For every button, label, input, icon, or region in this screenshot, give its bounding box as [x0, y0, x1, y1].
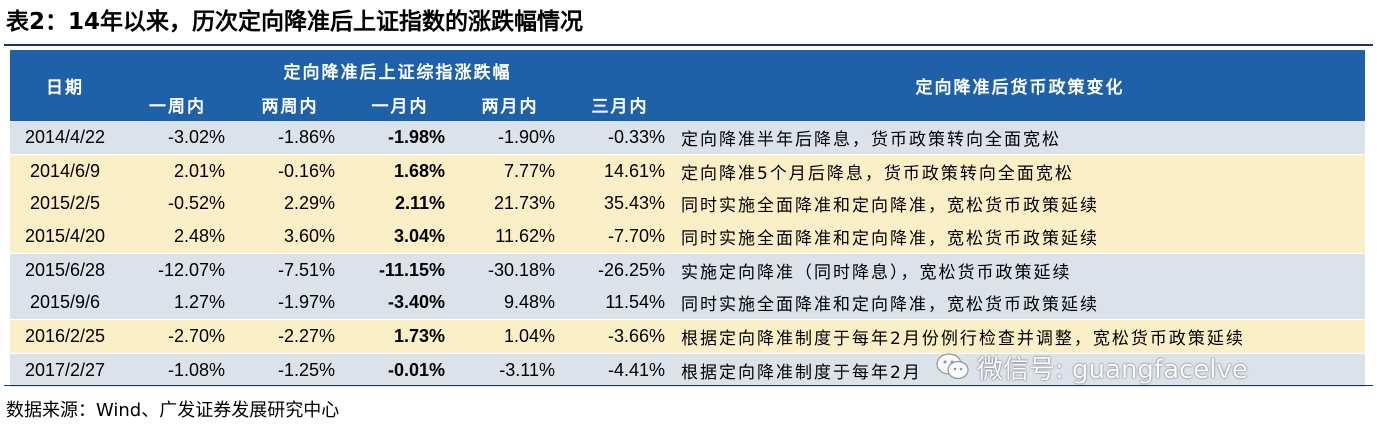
cell-1m: -11.15% [345, 252, 455, 287]
table-row: 2015/6/28 -12.07% -7.51% -11.15% -30.18%… [10, 252, 1366, 287]
cell-2w: 2.29% [235, 187, 345, 221]
table-row: 2016/2/25 -2.70% -2.27% 1.73% 1.04% -3.6… [10, 319, 1366, 354]
cell-3m: 14.61% [565, 153, 676, 188]
cell-3m: -7.70% [565, 220, 676, 254]
cell-policy: 定向降准5个月后降息，货币政策转向全面宽松 [675, 153, 1366, 188]
cell-2m: -3.11% [455, 352, 565, 387]
cell-2w: 3.60% [235, 220, 345, 254]
header-date: 日期 [10, 50, 120, 121]
wechat-icon [935, 352, 971, 382]
cell-policy: 同时实施全面降准和定向降准，宽松货币政策延续 [675, 220, 1366, 254]
table-row: 2017/2/27 -1.08% -1.25% -0.01% -3.11% -4… [10, 352, 1366, 387]
cell-1m: 3.04% [345, 220, 455, 254]
cell-1w: -3.02% [120, 121, 235, 155]
cell-policy: 实施定向降准（同时降息），宽松货币政策延续 [675, 252, 1366, 287]
cell-2m: -30.18% [455, 252, 565, 287]
header-period-2w: 两周内 [235, 87, 345, 121]
cell-1w: -12.07% [120, 252, 235, 287]
bottom-divider [4, 385, 1373, 386]
header-row-2: 一周内 两周内 一月内 两月内 三月内 [10, 87, 1365, 121]
header-period-2m: 两月内 [455, 87, 565, 121]
header-period-3m: 三月内 [565, 87, 676, 121]
cell-1m: 2.11% [345, 187, 455, 221]
cell-1m: 1.68% [345, 153, 455, 188]
cell-policy: 根据定向降准制度于每年2月 [675, 352, 1366, 387]
cell-1w: 2.48% [120, 220, 235, 254]
cell-2w: -1.25% [235, 352, 345, 387]
cell-2m: 11.62% [455, 220, 565, 254]
cell-3m: -3.66% [565, 319, 676, 354]
cell-2w: -1.97% [235, 286, 345, 320]
cell-1w: -2.70% [120, 319, 235, 354]
cell-2m: 1.04% [455, 319, 565, 354]
cell-policy: 同时实施全面降准和定向降准，宽松货币政策延续 [675, 187, 1366, 221]
cell-3m: -26.25% [565, 252, 676, 287]
header-period-1m: 一月内 [345, 87, 455, 121]
cell-2w: -1.86% [235, 121, 345, 155]
cell-1w: 1.27% [120, 286, 235, 320]
cell-1w: 2.01% [120, 153, 235, 188]
cell-1m: -0.01% [345, 352, 455, 387]
table-row: 2014/4/22 -3.02% -1.86% -1.98% -1.90% -0… [10, 121, 1366, 155]
cell-policy: 定向降准半年后降息，货币政策转向全面宽松 [675, 121, 1366, 155]
cell-policy: 同时实施全面降准和定向降准，宽松货币政策延续 [675, 286, 1366, 320]
cell-date: 2016/2/25 [10, 319, 120, 354]
cell-2w: -7.51% [235, 252, 345, 287]
cell-2m: 21.73% [455, 187, 565, 221]
cell-1m: -1.98% [345, 121, 455, 155]
cell-3m: -0.33% [565, 121, 676, 155]
cell-date: 2014/4/22 [10, 121, 120, 155]
title-divider [4, 44, 1373, 46]
header-row-1: 日期 定向降准后上证综指涨跌幅 定向降准后货币政策变化 [10, 50, 1366, 121]
cell-1w: -1.08% [120, 352, 235, 387]
cell-date: 2015/6/28 [10, 252, 120, 287]
header-group: 定向降准后上证综指涨跌幅 [120, 50, 676, 88]
cell-1w: -0.52% [120, 187, 235, 221]
cell-date: 2015/2/5 [10, 187, 120, 221]
table-title: 表2：14年以来，历次定向降准后上证指数的涨跌幅情况 [6, 9, 584, 35]
cell-date: 2017/2/27 [10, 352, 120, 387]
data-table: 日期 定向降准后上证综指涨跌幅 定向降准后货币政策变化 一周内 两周内 一月内 … [10, 50, 1366, 387]
cell-date: 2015/4/20 [10, 220, 120, 254]
cell-date: 2015/9/6 [10, 286, 120, 320]
header-period-1w: 一周内 [120, 87, 235, 121]
table-row: 2015/2/5 -0.52% 2.29% 2.11% 21.73% 35.43… [10, 187, 1366, 221]
cell-date: 2014/6/9 [10, 153, 120, 188]
cell-1m: 1.73% [345, 319, 455, 354]
cell-2w: -2.27% [235, 319, 345, 354]
cell-policy: 根据定向降准制度于每年2月份例行检查并调整，宽松货币政策延续 [675, 319, 1366, 354]
cell-3m: -4.41% [565, 352, 676, 387]
table-row: 2015/4/20 2.48% 3.60% 3.04% 11.62% -7.70… [10, 220, 1366, 254]
table-row: 2014/6/9 2.01% -0.16% 1.68% 7.77% 14.61%… [10, 153, 1366, 188]
cell-3m: 11.54% [565, 286, 676, 320]
cell-2w: -0.16% [235, 153, 345, 188]
cell-2m: 9.48% [455, 286, 565, 320]
header-policy: 定向降准后货币政策变化 [675, 50, 1366, 121]
watermark-text: 微信号: guangfacelve [977, 354, 1248, 385]
cell-1m: -3.40% [345, 286, 455, 320]
source-note: 数据来源：Wind、广发证券发展研究中心 [6, 400, 340, 421]
table-row: 2015/9/6 1.27% -1.97% -3.40% 9.48% 11.54… [10, 286, 1366, 320]
watermark: 微信号: guangfacelve [935, 350, 1248, 385]
cell-2m: 7.77% [455, 153, 565, 188]
cell-3m: 35.43% [565, 187, 676, 221]
cell-2m: -1.90% [455, 121, 565, 155]
